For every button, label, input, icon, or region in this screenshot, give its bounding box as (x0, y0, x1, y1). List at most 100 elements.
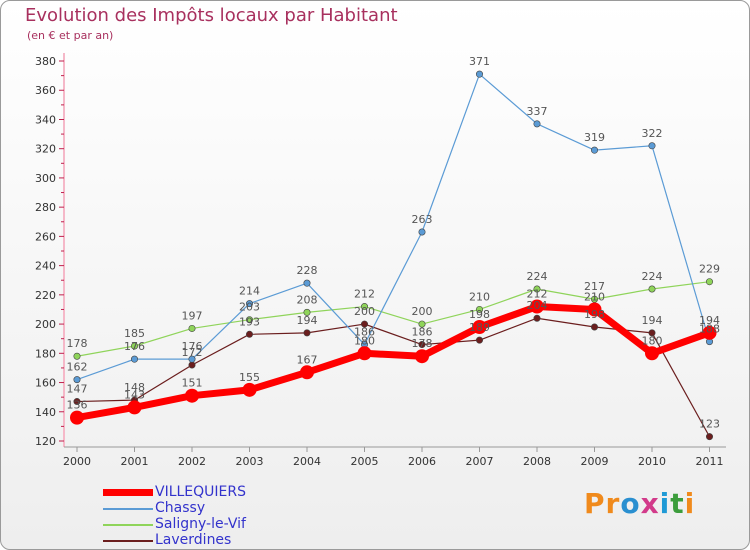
data-label: 188 (699, 323, 720, 336)
y-tick-label: 240 (35, 260, 56, 273)
x-tick-label: 2000 (63, 455, 91, 468)
data-label: 155 (239, 371, 260, 384)
data-label: 180 (642, 334, 663, 347)
data-label: 180 (354, 334, 375, 347)
data-label: 200 (412, 305, 433, 318)
legend-label: Laverdines (155, 532, 232, 548)
data-label: 193 (239, 315, 260, 328)
legend-swatch (103, 540, 153, 542)
data-label: 186 (412, 326, 433, 339)
proxiti-logo: Proxiti (584, 487, 695, 520)
legend-swatch (103, 508, 153, 510)
data-point (648, 285, 656, 293)
data-point (415, 349, 429, 364)
data-label: 186 (354, 326, 375, 339)
data-point (533, 314, 541, 322)
legend-item: Laverdines (103, 532, 303, 549)
data-label: 178 (412, 337, 433, 350)
data-label: 200 (354, 305, 375, 318)
data-point (360, 320, 368, 328)
data-point (357, 346, 372, 361)
data-label: 212 (527, 288, 548, 301)
data-point (472, 320, 487, 334)
data-point (70, 410, 84, 425)
logo-letter: o (620, 487, 641, 520)
data-label: 204 (527, 299, 548, 312)
x-tick-label: 2010 (638, 455, 666, 468)
data-label: 178 (67, 337, 88, 350)
y-tick-label: 360 (35, 84, 56, 97)
data-label: 167 (297, 353, 318, 366)
y-tick-label: 320 (35, 143, 56, 156)
series-line-villequiers (76, 303, 711, 422)
data-point (418, 341, 426, 349)
data-point (705, 278, 713, 286)
x-tick-label: 2007 (466, 455, 494, 468)
data-point (418, 320, 426, 328)
data-point (360, 303, 368, 311)
data-label: 224 (642, 270, 663, 283)
data-label: 319 (584, 131, 605, 144)
data-label: 172 (182, 346, 203, 359)
data-label: 143 (124, 388, 145, 401)
data-point (246, 316, 254, 324)
logo-letter: i (684, 487, 696, 520)
data-label: 123 (699, 418, 720, 431)
data-label: 189 (469, 321, 490, 334)
logo-letter: t (670, 487, 685, 520)
data-label: 322 (642, 127, 663, 140)
data-label: 208 (297, 293, 318, 306)
data-point (127, 400, 142, 415)
data-point (530, 299, 544, 314)
chart-subtitle: (en € et par an) (27, 29, 114, 42)
data-label: 194 (699, 314, 720, 327)
data-point (188, 355, 196, 363)
data-point (300, 365, 314, 380)
legend-item: Saligny-le-Vif (103, 516, 303, 533)
data-label: 162 (67, 361, 88, 374)
data-point (645, 346, 659, 361)
data-label: 371 (469, 55, 490, 68)
data-label: 203 (239, 301, 260, 314)
legend: VILLEQUIERS Chassy Saligny-le-Vif Laverdine… (103, 484, 303, 549)
data-point (188, 324, 196, 332)
data-label: 337 (527, 105, 548, 118)
x-tick-label: 2001 (121, 455, 149, 468)
y-tick-label: 380 (35, 55, 56, 68)
data-point (131, 355, 139, 363)
data-point (475, 70, 483, 78)
data-point (590, 323, 598, 331)
x-tick-label: 2003 (236, 455, 264, 468)
data-point (648, 142, 656, 150)
y-tick-label: 200 (35, 318, 56, 331)
data-point (533, 285, 541, 293)
data-point (73, 398, 81, 406)
legend-label: VILLEQUIERS (155, 484, 247, 500)
legend-item: Chassy (103, 500, 303, 517)
data-label: 224 (527, 270, 548, 283)
y-tick-label: 220 (35, 289, 56, 302)
logo-letter: r (605, 487, 621, 520)
chart-title: Evolution des Impôts locaux par Habitant (25, 5, 398, 26)
data-point (587, 302, 602, 317)
data-point (185, 388, 199, 403)
data-label: 210 (469, 290, 490, 303)
y-tick-label: 160 (35, 377, 56, 390)
data-label: 228 (297, 264, 318, 277)
x-tick-label: 2006 (408, 455, 436, 468)
series-line-saligny-le-vif (76, 281, 710, 357)
data-label: 148 (124, 381, 145, 394)
data-label: 147 (67, 383, 88, 396)
data-point (73, 376, 81, 384)
data-point (303, 308, 311, 316)
x-tick-label: 2002 (178, 455, 206, 468)
data-point (702, 325, 717, 340)
data-label: 151 (182, 377, 203, 390)
data-label: 212 (354, 288, 375, 301)
data-label: 194 (642, 314, 663, 327)
data-point (188, 361, 196, 369)
x-tick-label: 2004 (293, 455, 321, 468)
data-point (590, 146, 598, 154)
